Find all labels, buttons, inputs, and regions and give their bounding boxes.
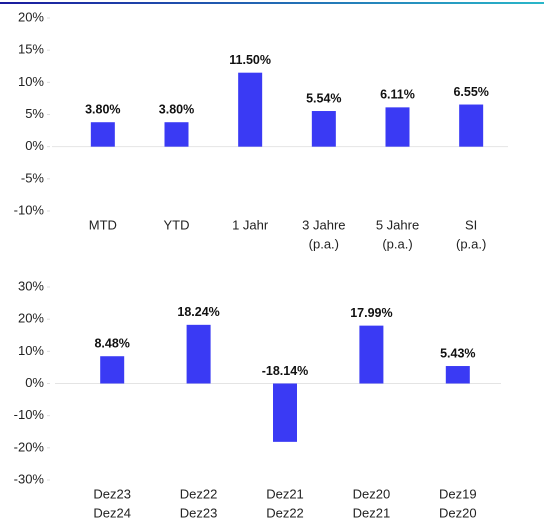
x-tick-label: Dez23: [180, 505, 218, 520]
value-label: -18.14%: [262, 364, 309, 378]
x-tick-label: SI: [465, 217, 477, 232]
y-tick-label: 30%: [18, 278, 44, 293]
x-tick-label: Dez20: [353, 486, 391, 501]
y-tick-label: -10%: [14, 202, 45, 217]
y-tick-label: -10%: [14, 407, 45, 422]
x-tick-label: 3 Jahre: [302, 217, 345, 232]
x-tick-label: (p.a.): [382, 236, 412, 251]
value-label: 3.80%: [159, 103, 194, 117]
value-label: 5.43%: [440, 346, 475, 360]
x-tick-label: Dez21: [353, 505, 391, 520]
y-tick-label: 5%: [25, 106, 44, 121]
y-tick-label: 10%: [18, 343, 44, 358]
x-tick-label: Dez24: [93, 505, 131, 520]
x-tick-label: (p.a.): [456, 236, 486, 251]
x-tick-label: (p.a.): [309, 236, 339, 251]
x-tick-label: Dez22: [180, 486, 218, 501]
value-label: 11.50%: [229, 53, 271, 67]
x-tick-label: Dez21: [266, 486, 304, 501]
bar: [238, 72, 263, 147]
x-tick-label: 1 Jahr: [232, 217, 269, 232]
x-tick-label: Dez19: [439, 486, 477, 501]
y-tick-label: 15%: [18, 42, 44, 57]
y-tick-label: -30%: [14, 471, 45, 486]
y-tick-label: 0%: [25, 138, 44, 153]
bar: [90, 122, 115, 147]
x-tick-label: Dez20: [439, 505, 477, 520]
y-tick-label: -5%: [21, 170, 45, 185]
bar: [359, 325, 384, 384]
x-tick-label: 5 Jahre: [376, 217, 419, 232]
bar: [459, 104, 484, 147]
x-tick-label: YTD: [164, 217, 190, 232]
y-tick-label: 10%: [18, 74, 44, 89]
value-label: 18.24%: [177, 305, 219, 319]
bar: [100, 356, 125, 384]
value-label: 5.54%: [306, 91, 341, 105]
bar: [186, 324, 211, 384]
header-rule: [0, 2, 544, 4]
bar: [164, 122, 189, 147]
value-label: 6.55%: [453, 85, 488, 99]
y-tick-label: -20%: [14, 439, 45, 454]
y-tick-label: 20%: [18, 9, 44, 24]
bar: [445, 366, 470, 384]
bar: [311, 111, 336, 147]
x-tick-label: Dez23: [93, 486, 131, 501]
x-tick-label: MTD: [89, 217, 117, 232]
value-label: 17.99%: [350, 306, 392, 320]
y-tick-label: 20%: [18, 311, 44, 326]
value-label: 8.48%: [94, 337, 129, 351]
bar: [385, 107, 410, 147]
value-label: 6.11%: [380, 88, 415, 102]
y-tick-label: 0%: [25, 375, 44, 390]
x-tick-label: Dez22: [266, 505, 304, 520]
bar: [273, 383, 297, 442]
value-label: 3.80%: [85, 103, 120, 117]
